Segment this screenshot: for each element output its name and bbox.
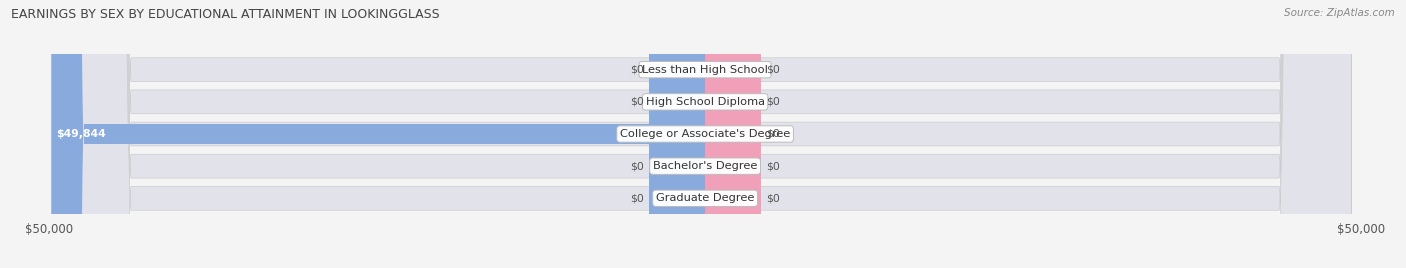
- Text: $49,844: $49,844: [56, 129, 107, 139]
- Text: $0: $0: [766, 193, 780, 203]
- Text: College or Associate's Degree: College or Associate's Degree: [620, 129, 790, 139]
- Text: Graduate Degree: Graduate Degree: [657, 193, 754, 203]
- FancyBboxPatch shape: [59, 0, 1351, 268]
- Text: $0: $0: [766, 65, 780, 75]
- FancyBboxPatch shape: [650, 0, 706, 268]
- FancyBboxPatch shape: [59, 0, 1351, 268]
- Text: $0: $0: [766, 129, 780, 139]
- Text: High School Diploma: High School Diploma: [645, 97, 765, 107]
- Text: $0: $0: [766, 161, 780, 171]
- FancyBboxPatch shape: [706, 0, 761, 268]
- FancyBboxPatch shape: [706, 0, 761, 268]
- FancyBboxPatch shape: [59, 0, 1351, 268]
- FancyBboxPatch shape: [706, 0, 761, 268]
- FancyBboxPatch shape: [650, 0, 706, 268]
- Text: $0: $0: [630, 65, 644, 75]
- FancyBboxPatch shape: [706, 0, 761, 268]
- Text: $0: $0: [766, 97, 780, 107]
- Text: $0: $0: [630, 97, 644, 107]
- FancyBboxPatch shape: [706, 0, 761, 268]
- Text: Source: ZipAtlas.com: Source: ZipAtlas.com: [1284, 8, 1395, 18]
- FancyBboxPatch shape: [59, 0, 1351, 268]
- FancyBboxPatch shape: [650, 0, 706, 268]
- FancyBboxPatch shape: [51, 0, 706, 268]
- Text: Less than High School: Less than High School: [643, 65, 768, 75]
- Text: Bachelor's Degree: Bachelor's Degree: [652, 161, 758, 171]
- Text: $0: $0: [630, 161, 644, 171]
- FancyBboxPatch shape: [59, 0, 1351, 268]
- Text: $0: $0: [630, 193, 644, 203]
- FancyBboxPatch shape: [650, 0, 706, 268]
- Text: EARNINGS BY SEX BY EDUCATIONAL ATTAINMENT IN LOOKINGGLASS: EARNINGS BY SEX BY EDUCATIONAL ATTAINMEN…: [11, 8, 440, 21]
